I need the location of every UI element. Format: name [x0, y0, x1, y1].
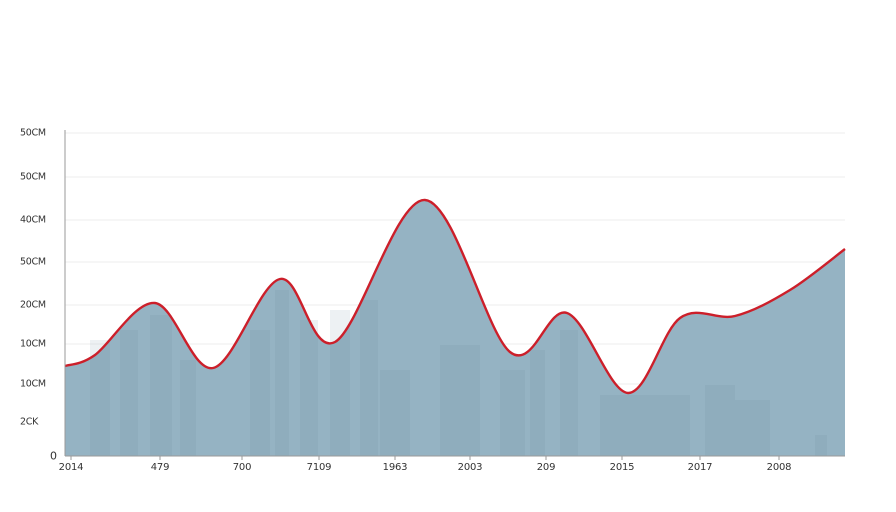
x-tick-label: 2008	[766, 462, 792, 473]
y-tick-label: 50CM	[20, 127, 46, 139]
x-tick-label: 2003	[457, 462, 483, 473]
x-tick-label: 2017	[687, 462, 713, 473]
x-axis-ticks	[70, 456, 780, 460]
y-tick-label: 50CM	[20, 256, 46, 268]
y-tick-label: 0	[50, 449, 57, 463]
series-line	[64, 198, 846, 395]
x-tick-label: 700	[232, 462, 252, 473]
x-tick-label: 2015	[609, 462, 635, 473]
y-tick-label: 20CM	[20, 299, 46, 311]
background-skyline-decoration	[90, 290, 827, 456]
y-tick-label: 50CM	[20, 171, 46, 183]
x-tick-label: 2014	[58, 462, 84, 473]
y-tick-label: 40CM	[20, 214, 46, 226]
y-tick-label: 10CM	[20, 378, 46, 390]
x-tick-label: 479	[150, 462, 170, 473]
x-tick-label: 209	[536, 462, 556, 473]
y-tick-label: 2CK	[20, 416, 39, 428]
area-fill	[65, 199, 845, 456]
x-tick-label: 1963	[382, 462, 408, 473]
y-tick-label: 10CM	[20, 338, 46, 350]
x-tick-label: 7109	[306, 462, 332, 473]
